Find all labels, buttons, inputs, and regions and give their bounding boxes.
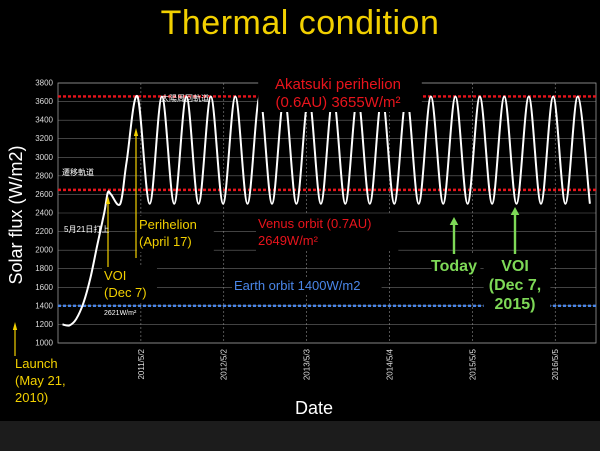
- y-tick-label: 1600: [35, 283, 53, 292]
- annotation-launch-line: 2010): [15, 390, 48, 405]
- annotation-voi: VOI (Dec 7): [104, 268, 147, 300]
- annotation-voi-2015-background: [483, 255, 551, 314]
- annotation-venus-orbit-background: [256, 215, 399, 251]
- page-title: Thermal condition: [160, 4, 440, 42]
- annotation-earth-orbit: Earth orbit 1400W/m2: [234, 278, 360, 293]
- y-tick-label: 3600: [35, 97, 53, 106]
- annotation-voi-line: VOI: [104, 268, 126, 283]
- annotation-2621: 2621W/m²: [104, 310, 137, 317]
- annotation-launch-jp-line: 5月21日打上: [64, 224, 109, 234]
- x-tick-label: 2015/5/5: [468, 348, 477, 380]
- annotation-voi-2015: VOI (Dec 7, 2015): [489, 258, 541, 313]
- x-axis-title: Date: [295, 398, 333, 418]
- annotation-sun-orbit-line: 太陽周回軌道: [161, 93, 209, 103]
- annotation-venus-orbit: Venus orbit (0.7AU) 2649W/m²: [258, 216, 371, 248]
- perihelion-arrow-head: [133, 128, 139, 136]
- annotation-2621-line: 2621W/m²: [104, 310, 137, 317]
- x-tick-label: 2013/5/3: [303, 348, 312, 380]
- annotation-venus-orbit-line: 2649W/m²: [258, 233, 319, 248]
- annotation-sun-orbit: 太陽周回軌道: [161, 93, 209, 103]
- y-tick-label: 2800: [35, 171, 53, 180]
- y-tick-label: 2400: [35, 209, 53, 218]
- x-tick-label: 2011/5/2: [137, 348, 146, 379]
- today-arrow-head: [449, 217, 459, 225]
- x-tick-label: 2016/5/5: [551, 348, 560, 380]
- annotation-earth-orbit-line: Earth orbit 1400W/m2: [234, 278, 360, 293]
- y-tick-label: 3400: [35, 116, 53, 125]
- annotation-perihelion: Perihelion (April 17): [139, 217, 197, 249]
- annotation-launch: Launch (May 21, 2010): [15, 356, 66, 405]
- y-tick-label: 2000: [35, 246, 53, 255]
- bottom-band: [0, 421, 600, 451]
- y-tick-label: 1200: [35, 320, 53, 329]
- annotation-launch-jp: 5月21日打上: [64, 224, 109, 234]
- annotation-today-background: [431, 255, 481, 276]
- x-tick-label: 2014/5/4: [385, 348, 394, 380]
- x-tick-label: 2012/5/2: [220, 348, 229, 380]
- annotation-perihelion-background: [137, 216, 214, 252]
- annotation-earth-orbit-background: [232, 277, 382, 295]
- annotation-voi-line: (Dec 7): [104, 285, 147, 300]
- annotation-transfer-orbit: 遷移軌道: [62, 167, 94, 177]
- voi-2015-arrow-head: [510, 207, 520, 215]
- y-tick-label: 3000: [35, 153, 53, 162]
- annotation-voi-background: [102, 267, 157, 303]
- annotation-transfer-orbit-line: 遷移軌道: [62, 167, 94, 177]
- y-tick-label: 3800: [35, 79, 53, 88]
- annotation-today: Today: [431, 258, 477, 275]
- y-tick-label: 1000: [35, 339, 53, 348]
- annotation-akatsuki-perihelion-line: (0.6AU) 3655W/m²: [275, 94, 400, 111]
- voi-arrow-head: [105, 196, 111, 204]
- annotation-perihelion-line: Perihelion: [139, 217, 197, 232]
- y-tick-label: 3200: [35, 134, 53, 143]
- annotation-today-line: Today: [431, 258, 477, 275]
- y-tick-label: 2600: [35, 190, 53, 199]
- annotation-voi-2015-line: (Dec 7,: [489, 277, 541, 294]
- y-tick-label: 2200: [35, 227, 53, 236]
- launch-arrow-head: [12, 322, 18, 330]
- annotation-perihelion-line: (April 17): [139, 234, 192, 249]
- y-tick-label: 1800: [35, 264, 53, 273]
- y-tick-label: 1400: [35, 301, 53, 310]
- annotation-akatsuki-perihelion-line: Akatsuki perihelion: [275, 76, 401, 93]
- annotation-akatsuki-perihelion: Akatsuki perihelion (0.6AU) 3655W/m²: [275, 76, 401, 111]
- annotation-akatsuki-perihelion-background: [258, 74, 422, 112]
- annotation-launch-line: (May 21,: [15, 373, 66, 388]
- annotation-venus-orbit-line: Venus orbit (0.7AU): [258, 216, 371, 231]
- annotation-voi-2015-line: VOI: [501, 258, 529, 275]
- y-axis-title: Solar flux (W/m2): [6, 145, 26, 284]
- annotation-launch-line: Launch: [15, 356, 58, 371]
- annotation-voi-2015-line: 2015): [495, 296, 536, 313]
